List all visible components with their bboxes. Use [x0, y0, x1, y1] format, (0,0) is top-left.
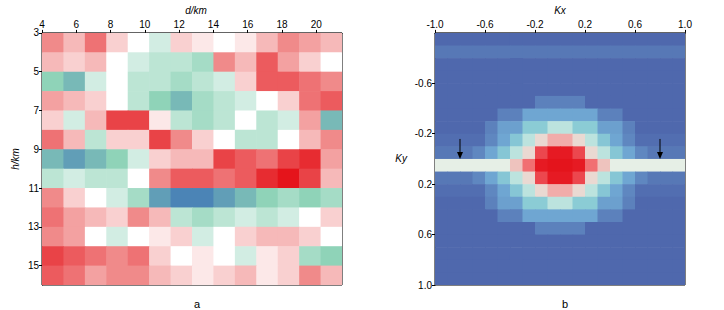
svg-text:Ky: Ky: [395, 153, 408, 164]
svg-text:0.2: 0.2: [418, 179, 432, 190]
svg-text:h/km: h/km: [10, 148, 21, 170]
svg-text:1.0: 1.0: [418, 280, 432, 291]
svg-text:4: 4: [39, 19, 45, 30]
svg-text:3: 3: [33, 27, 39, 39]
svg-text:-0.2: -0.2: [415, 128, 433, 139]
svg-text:-1.0: -1.0: [426, 19, 444, 30]
svg-text:12: 12: [174, 19, 186, 30]
svg-text:10: 10: [139, 19, 151, 30]
svg-text:b: b: [562, 298, 568, 310]
svg-text:-0.6: -0.6: [415, 78, 433, 89]
svg-text:Kx: Kx: [554, 5, 567, 16]
svg-text:a: a: [194, 298, 201, 310]
svg-text:5: 5: [33, 66, 39, 77]
svg-text:0.2: 0.2: [578, 19, 592, 30]
svg-text:11: 11: [29, 183, 40, 194]
svg-text:-0.6: -0.6: [476, 19, 494, 30]
svg-text:7: 7: [33, 105, 39, 116]
svg-text:20: 20: [311, 19, 323, 30]
svg-text:18: 18: [276, 19, 288, 30]
svg-text:6: 6: [74, 19, 80, 30]
svg-text:d/km: d/km: [185, 5, 207, 16]
svg-text:16: 16: [242, 19, 254, 30]
svg-text:9: 9: [33, 144, 39, 155]
svg-text:0.6: 0.6: [418, 229, 432, 240]
svg-text:15: 15: [28, 260, 40, 271]
svg-text:13: 13: [28, 221, 40, 232]
svg-text:0.6: 0.6: [628, 19, 642, 30]
svg-text:1.0: 1.0: [678, 19, 692, 30]
svg-text:-0.2: -0.2: [526, 19, 544, 30]
svg-text:8: 8: [108, 19, 114, 30]
svg-text:14: 14: [208, 19, 220, 30]
